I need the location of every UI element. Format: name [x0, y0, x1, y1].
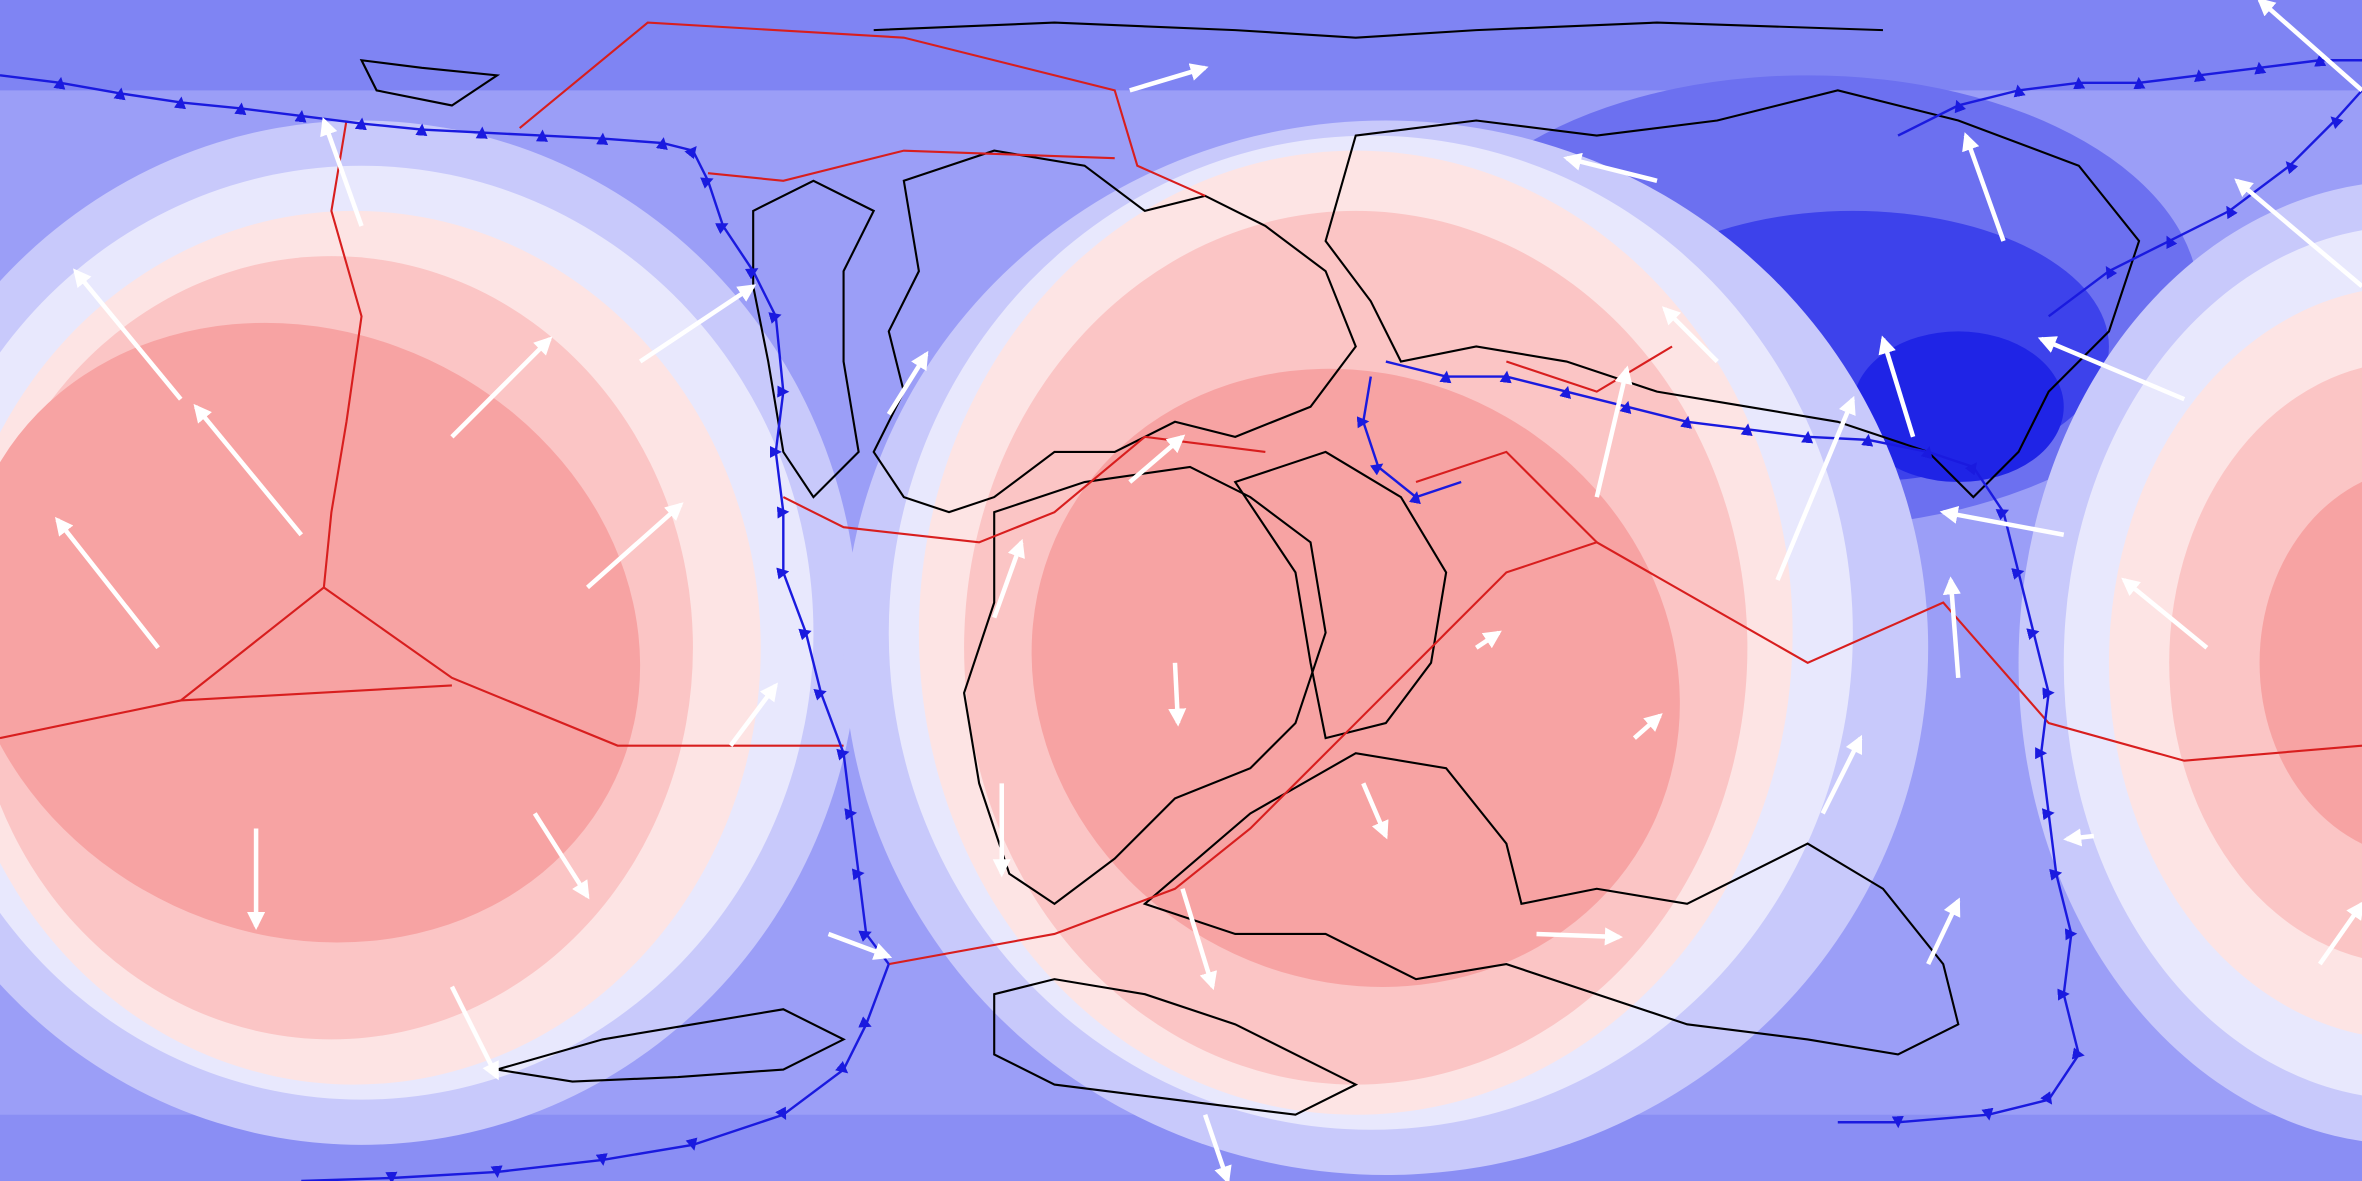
high-right — [2018, 184, 2362, 1142]
velocity-arrow — [1474, 630, 1502, 650]
velocity-arrow — [2037, 336, 2186, 402]
ridge — [519, 21, 1206, 197]
velocity-arrow — [55, 516, 160, 650]
velocity-arrow — [2234, 178, 2362, 288]
coastline — [993, 978, 1359, 1116]
high-centre — [843, 120, 1929, 1175]
velocity-arrow — [1594, 365, 1633, 498]
velocity-arrow — [450, 336, 553, 439]
velocity-arrow — [728, 682, 778, 748]
trench — [1356, 376, 1462, 505]
velocity-arrow — [1361, 782, 1389, 840]
velocity-arrow — [992, 538, 1025, 619]
trench — [301, 963, 890, 1181]
coastline — [872, 149, 1357, 514]
subduction-zones — [0, 54, 2362, 1181]
trench — [1385, 360, 2085, 1129]
velocity-arrow — [2063, 828, 2095, 847]
velocity-arrow — [2317, 900, 2362, 966]
velocity-arrow — [827, 931, 893, 960]
velocity-arrow — [1128, 434, 1186, 484]
velocity-arrows — [55, 0, 2362, 1181]
trench — [0, 74, 890, 965]
velocity-arrow — [1202, 1113, 1232, 1181]
velocity-arrow — [1962, 132, 2006, 242]
velocity-arrow — [585, 502, 684, 590]
velocity-arrow — [886, 350, 929, 416]
velocity-arrow — [638, 284, 757, 364]
velocity-arrow — [1878, 335, 1916, 438]
velocity-arrow — [1820, 734, 1863, 815]
velocity-arrow — [532, 812, 590, 900]
velocity-arrow — [73, 268, 183, 401]
velocity-arrow — [1563, 152, 1658, 183]
trench — [2047, 89, 2362, 318]
velocity-arrow — [1775, 395, 1856, 581]
velocity-arrow — [1939, 505, 2065, 537]
trench — [1897, 54, 2362, 137]
velocity-arrow — [1536, 927, 1623, 946]
velocity-arrow — [1942, 576, 1961, 679]
velocity-arrow — [1168, 662, 1187, 727]
velocity-arrow — [320, 117, 364, 227]
velocity-arrow — [2256, 0, 2362, 93]
velocity-arrow — [1926, 897, 1961, 966]
coastline — [962, 465, 1327, 906]
velocity-arrow — [193, 403, 304, 537]
velocity-arrow — [2121, 577, 2209, 650]
velocity-arrow — [1129, 63, 1209, 93]
velocity-arrow — [449, 985, 500, 1081]
velocity-arrow — [1180, 888, 1218, 991]
velocity-arrow — [1661, 306, 1719, 364]
coastline — [873, 21, 1884, 39]
velocity-arrow — [1632, 713, 1663, 740]
